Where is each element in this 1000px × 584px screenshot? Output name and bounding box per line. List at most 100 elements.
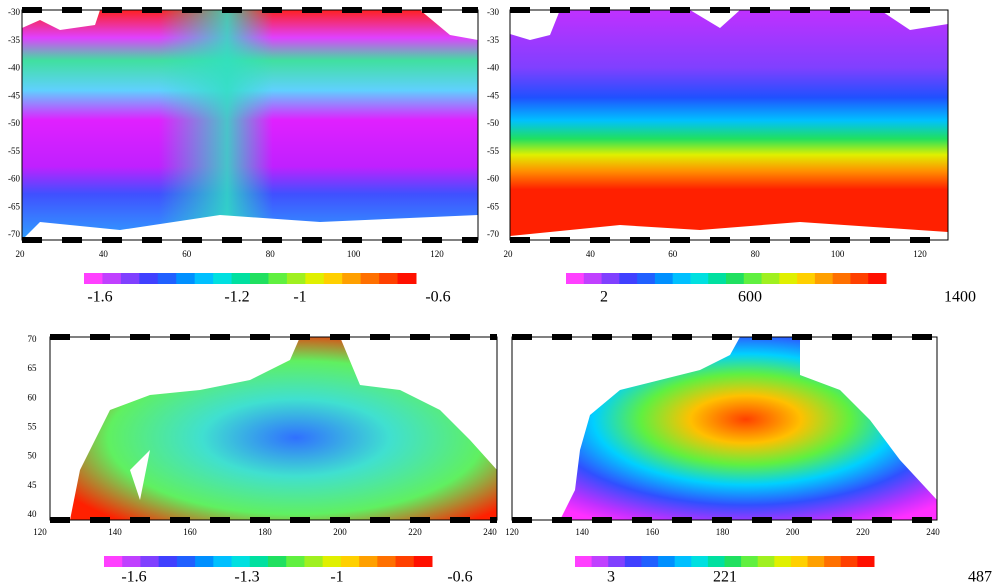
colorbar-cell — [743, 273, 763, 284]
labels: -30 -35 -40 -45 -50 -55 -60 -65 -70 20 40 60 80 100 12… — [8, 7, 992, 584]
y-tick-label: -40 — [8, 63, 20, 73]
colorbar-cell — [814, 273, 834, 284]
y-tick-label: -45 — [487, 90, 499, 100]
colorbar-cell — [774, 556, 792, 567]
colorbar-cell — [691, 556, 709, 567]
colorbar-cell — [601, 273, 620, 284]
colorbar-cell — [726, 273, 745, 284]
colorbar-cell — [824, 556, 842, 567]
map-field — [22, 10, 478, 240]
colorbar-cell — [868, 273, 887, 284]
colorbar-cell — [566, 273, 585, 284]
colorbar-cell — [397, 273, 417, 284]
colorbar-cell — [619, 273, 638, 284]
colorbar-cell — [231, 273, 251, 284]
colorbar-label: 1400 — [944, 289, 976, 306]
y-tick-label: -35 — [487, 35, 499, 45]
y-tick-label: 45 — [28, 480, 38, 490]
colorbar-cell — [140, 556, 160, 567]
x-tick-label: 80 — [751, 249, 761, 259]
colorbar-cell — [157, 273, 177, 284]
colorbar-cell — [342, 273, 362, 284]
y-tick-label: -30 — [8, 7, 20, 17]
colorbar-cell — [395, 556, 415, 567]
x-tick-label: 120 — [913, 249, 927, 259]
colorbar-cell — [139, 273, 159, 284]
colorbar-cell — [637, 273, 656, 284]
map-frame — [21, 9, 479, 241]
colorbar-cell — [322, 556, 342, 567]
y-tick-label: -60 — [487, 174, 499, 184]
x-tick-label: 140 — [575, 527, 589, 537]
colorbar-cell — [779, 273, 798, 284]
colorbar-cell — [379, 273, 399, 284]
x-tick-label: 100 — [347, 249, 361, 259]
colorbar-label: 221 — [713, 569, 737, 584]
x-tick-label: 20 — [16, 249, 26, 259]
colorbar-cell — [790, 556, 809, 567]
y-tick-label: 65 — [28, 363, 38, 373]
colorbar-label: -1.6 — [121, 569, 146, 584]
colorbar-cell — [658, 556, 676, 567]
colorbar-cell — [158, 556, 178, 567]
colorbar-label: -0.6 — [425, 289, 450, 306]
colorbar-cell — [807, 556, 825, 567]
colorbar-label: -0.6 — [447, 569, 472, 584]
colorbar-cell — [850, 273, 869, 284]
y-tick-label: -55 — [487, 146, 499, 156]
colorbar-label: 3 — [607, 569, 615, 584]
colorbar-label: 2 — [600, 289, 608, 306]
colorbar-cell — [672, 273, 691, 284]
colorbar-cell — [757, 556, 775, 567]
colorbar-label: -1.2 — [224, 289, 249, 306]
colorbar-cell — [708, 273, 727, 284]
colorbar-cell — [359, 556, 378, 567]
frames — [21, 7, 949, 567]
colorbar-cell — [304, 556, 324, 567]
colorbar-cell — [176, 273, 196, 284]
colorbar-cell — [608, 556, 626, 567]
colorbar-cell — [104, 556, 123, 567]
y-tick-label: 55 — [28, 422, 38, 432]
y-tick-label: 60 — [28, 392, 38, 402]
colorbar-cell — [624, 556, 642, 567]
y-tick-label: -70 — [487, 229, 499, 239]
colorbar-cell — [286, 556, 305, 567]
colorbar-cell — [268, 556, 287, 567]
colorbar-label: -1 — [293, 289, 306, 306]
colorbar-cell — [741, 556, 759, 567]
x-tick-label: 120 — [430, 249, 444, 259]
colorbar-label: -1 — [330, 569, 343, 584]
colorbar-cell — [591, 556, 609, 567]
colorbar-cell — [575, 556, 593, 567]
colorbar-cell — [122, 556, 141, 567]
map-frame — [49, 336, 498, 521]
colorbar-cell — [674, 556, 692, 567]
y-tick-label: 50 — [28, 451, 38, 461]
colorbar-cell — [286, 273, 306, 284]
x-tick-label: 60 — [182, 249, 192, 259]
y-tick-label: 70 — [28, 334, 38, 344]
y-tick-label: -30 — [487, 7, 499, 17]
colorbar-cell — [583, 273, 603, 284]
colorbar-label: -1.3 — [234, 569, 259, 584]
x-tick-label: 20 — [504, 249, 514, 259]
x-tick-label: 180 — [716, 527, 730, 537]
colorbar-cell — [797, 273, 816, 284]
colorbar-cell — [213, 556, 233, 567]
land — [50, 337, 497, 520]
colorbar-cell — [413, 556, 433, 567]
x-tick-label: 240 — [926, 527, 940, 537]
x-tick-label: 120 — [33, 527, 47, 537]
colorbar-cell — [194, 273, 214, 284]
y-tick-label: -60 — [8, 174, 20, 184]
x-tick-label: 160 — [183, 527, 197, 537]
y-tick-label: -35 — [8, 35, 20, 45]
colorbar-cell — [84, 273, 103, 284]
x-tick-label: 140 — [108, 527, 122, 537]
colorbar-cell — [377, 556, 397, 567]
colorbar-cell — [761, 273, 780, 284]
y-tick-label: -70 — [8, 229, 20, 239]
x-tick-label: 40 — [99, 249, 109, 259]
